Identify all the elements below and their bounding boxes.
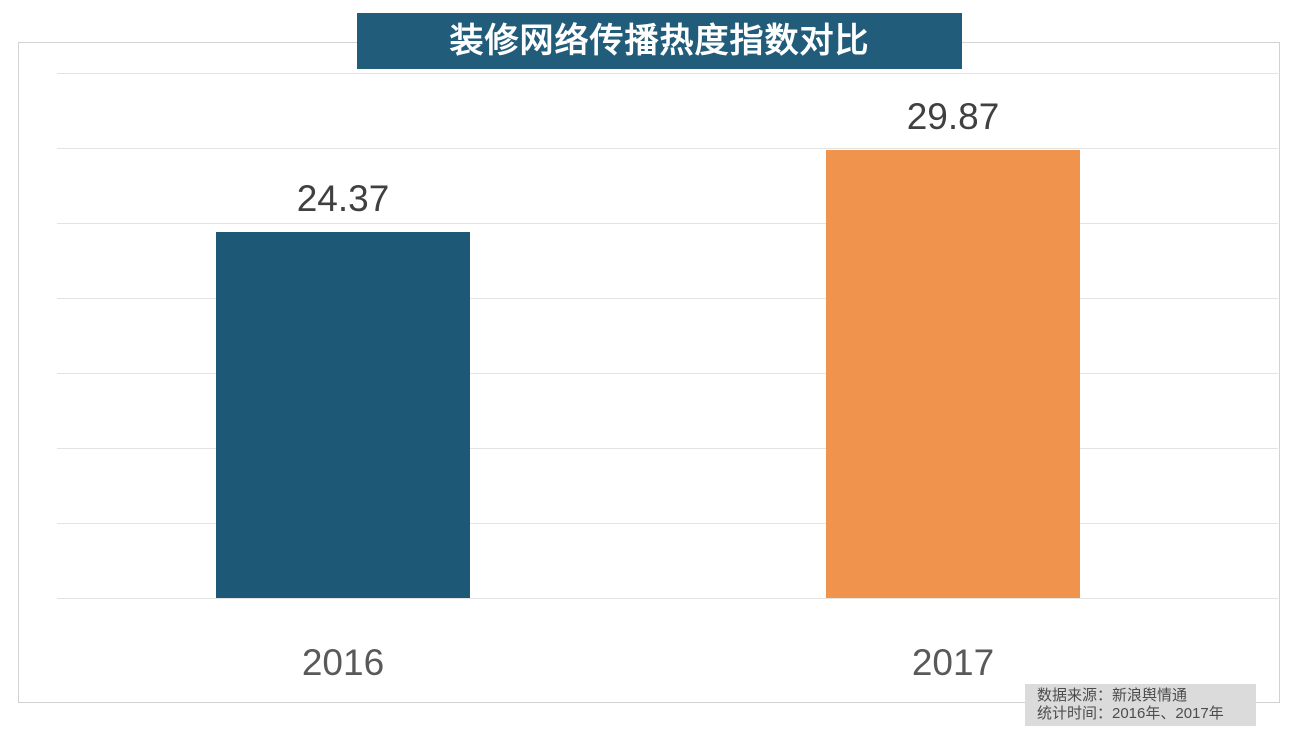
gridline — [57, 523, 1278, 524]
source-line-2: 统计时间：2016年、2017年 — [1037, 705, 1224, 722]
gridline — [57, 448, 1278, 449]
gridline — [57, 73, 1278, 74]
plot-border-box — [18, 42, 1280, 703]
gridline — [57, 223, 1278, 224]
gridline — [57, 373, 1278, 374]
category-label-2016: 2016 — [301, 642, 385, 683]
gridline-baseline — [57, 598, 1278, 599]
gridline — [57, 148, 1278, 149]
gridline — [57, 298, 1278, 299]
bar-2016 — [216, 232, 470, 598]
value-label-2017: 29.87 — [906, 95, 1000, 137]
chart-title-banner: 装修网络传播热度指数对比 — [357, 13, 962, 69]
source-line-1: 数据来源：新浪舆情通 — [1037, 687, 1188, 704]
bar-2017 — [826, 149, 1080, 598]
source-note: 数据来源：新浪舆情通 统计时间：2016年、2017年 — [1025, 684, 1256, 726]
value-label-2016: 24.37 — [296, 178, 390, 220]
category-label-2017: 2017 — [911, 642, 995, 683]
chart-title: 装修网络传播热度指数对比 — [449, 22, 870, 60]
